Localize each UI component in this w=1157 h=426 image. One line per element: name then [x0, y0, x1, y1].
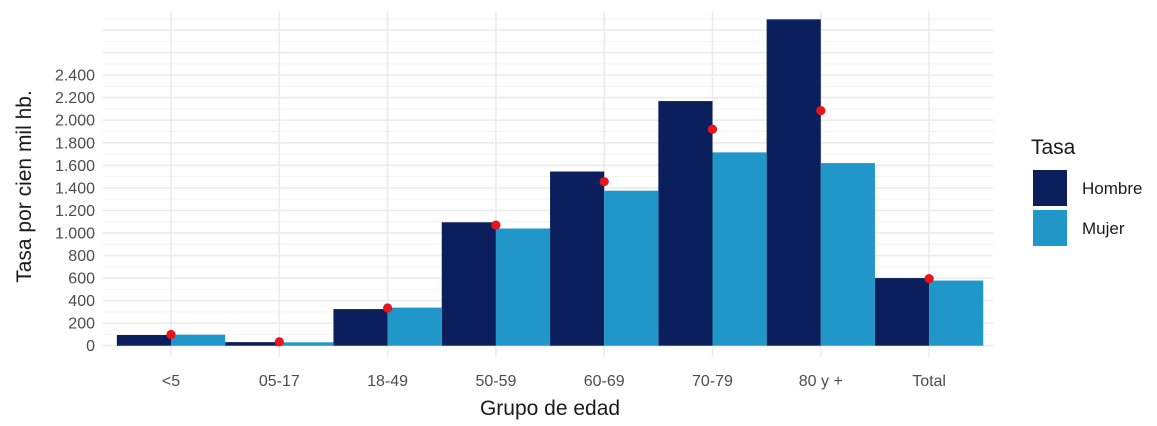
- x-axis-ticks: <5 05-17 18-49 50-59 60-69 70-79 80 y + Total: [162, 373, 946, 390]
- x-tick-label: 18-49: [367, 373, 408, 390]
- bar-mujer-4: [604, 190, 659, 346]
- point-1: [274, 337, 284, 347]
- y-tick-label: 2.200: [55, 90, 95, 107]
- y-tick-label: 400: [68, 293, 95, 310]
- x-tick-label: 80 y +: [799, 373, 843, 390]
- x-axis-title: Grupo de edad: [480, 397, 620, 420]
- bar-mujer-0: [171, 334, 226, 346]
- bars: [116, 19, 984, 346]
- legend: Tasa Hombre Mujer: [1031, 136, 1142, 246]
- y-tick-label: 800: [68, 248, 95, 265]
- y-tick-label: 200: [68, 316, 95, 333]
- point-2: [383, 303, 393, 313]
- x-tick-label: 05-17: [259, 373, 300, 390]
- bar-hombre-3: [441, 222, 496, 346]
- bar-hombre-6: [766, 19, 821, 346]
- bar-mujer-1: [279, 342, 334, 346]
- point-0: [166, 329, 176, 340]
- point-3: [491, 220, 501, 230]
- y-tick-label: 1.000: [55, 225, 95, 242]
- legend-swatch-mujer: [1033, 210, 1067, 246]
- bar-mujer-7: [929, 280, 984, 346]
- y-tick-label: 1.200: [55, 203, 95, 220]
- bar-hombre-4: [550, 171, 605, 346]
- bar-mujer-6: [820, 163, 875, 346]
- legend-title: Tasa: [1031, 136, 1076, 159]
- x-tick-label: Total: [912, 373, 946, 390]
- y-tick-label: 1.600: [55, 158, 95, 175]
- legend-items: Hombre Mujer: [1033, 170, 1142, 246]
- legend-swatch-hombre: [1033, 170, 1067, 206]
- bar-mujer-3: [495, 228, 551, 346]
- point-5: [707, 124, 718, 134]
- bar-hombre-5: [658, 101, 713, 346]
- x-tick-label: 60-69: [584, 373, 625, 390]
- legend-label-hombre: Hombre: [1082, 179, 1142, 198]
- bar-hombre-1: [225, 342, 280, 346]
- x-tick-label: <5: [162, 373, 180, 390]
- legend-label-mujer: Mujer: [1082, 219, 1125, 238]
- bar-hombre-2: [333, 309, 388, 346]
- bar-hombre-0: [116, 335, 171, 346]
- y-tick-label: 1.400: [55, 180, 95, 197]
- y-tick-label: 600: [68, 271, 95, 288]
- points: [166, 106, 934, 347]
- point-6: [816, 106, 826, 116]
- x-tick-label: 50-59: [475, 373, 516, 390]
- y-tick-label: 2.400: [55, 68, 95, 85]
- x-tick-label: 70-79: [692, 373, 733, 390]
- y-axis-title: Tasa por cien mil hb.: [13, 90, 36, 283]
- y-tick-label: 0: [86, 338, 95, 355]
- bar-mujer-5: [712, 152, 767, 346]
- bar-mujer-2: [387, 307, 442, 346]
- y-axis-ticks: 0 200 400 600 800 1.000 1.200 1.400 1.600 1.800 2.…: [55, 68, 95, 356]
- point-7: [924, 274, 934, 284]
- y-tick-label: 2.000: [55, 113, 95, 130]
- y-tick-label: 1.800: [55, 135, 95, 152]
- bar-hombre-7: [874, 278, 930, 346]
- point-4: [599, 177, 609, 187]
